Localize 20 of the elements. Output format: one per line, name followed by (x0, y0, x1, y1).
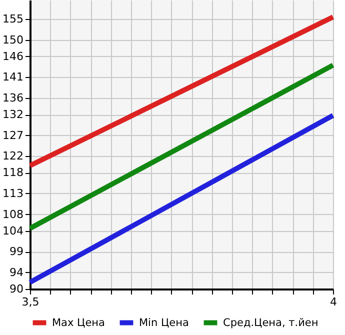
y-tick-label: 132 (2, 108, 24, 122)
y-tick-label: 146 (2, 50, 24, 63)
y-tick-label: 127 (2, 128, 24, 142)
y-tick-label: 104 (2, 224, 24, 238)
y-tick-label: 136 (2, 91, 24, 104)
legend-label: Сред.Цена, т.йен (223, 316, 318, 329)
x-tick-label: 3,5 (22, 296, 40, 308)
y-tick-label: 90 (10, 282, 24, 296)
y-tick-label: 113 (2, 186, 24, 200)
y-tick-label: 141 (2, 70, 24, 84)
legend-label: Max Цена (52, 316, 105, 329)
y-tick-label: 150 (2, 33, 24, 46)
x-tick-label: 4 (330, 296, 337, 308)
y-tick-label: 99 (10, 245, 24, 258)
y-tick-label: 122 (2, 150, 24, 163)
y-tick-label: 108 (2, 208, 24, 221)
y-tick-label: 94 (10, 266, 24, 279)
y-tick-label: 118 (2, 166, 24, 180)
legend-label: Min Цена (139, 316, 189, 329)
y-tick-label: 155 (2, 12, 24, 26)
